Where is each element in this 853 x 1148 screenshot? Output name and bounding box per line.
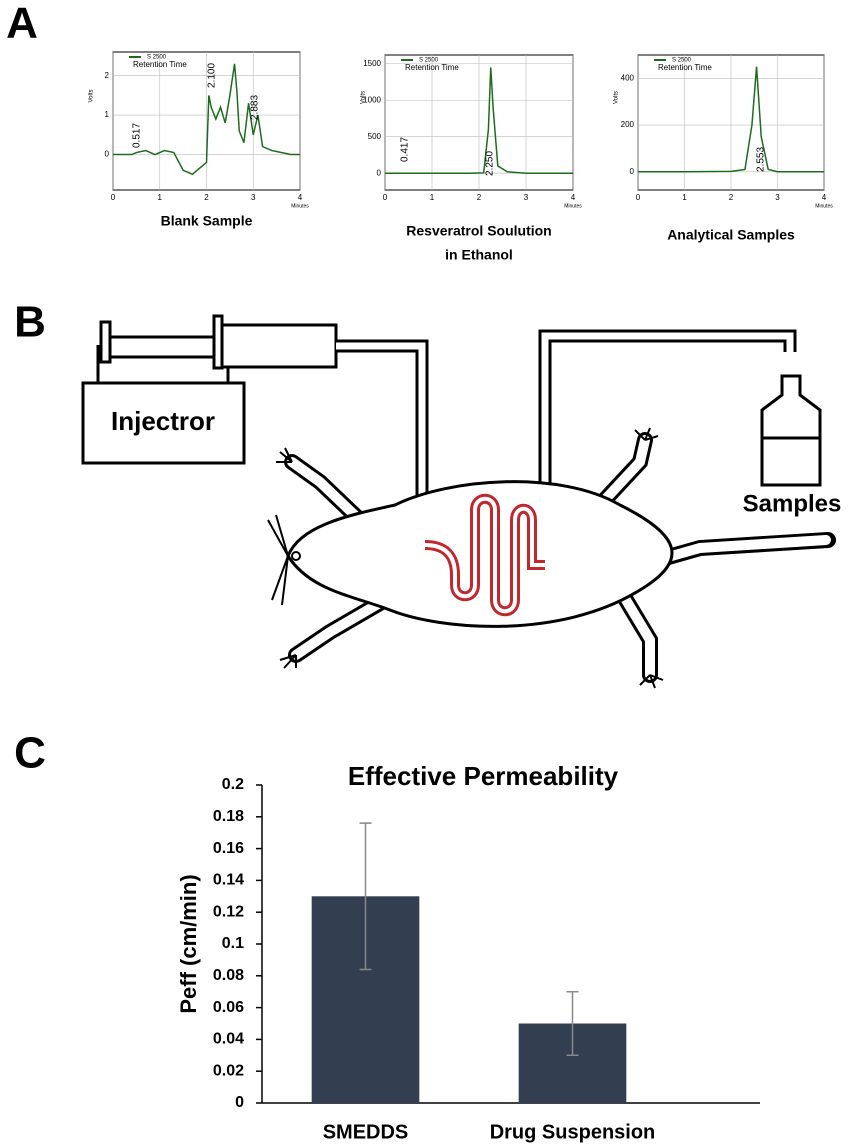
peak-annotation: 2.250 [485,151,496,176]
x-tick-label: 2 [729,193,734,202]
panel-label: C [14,729,46,778]
barrel [220,323,338,369]
y-tick-label: 200 [621,120,635,129]
x-tick-label: 2 [477,193,482,202]
chart-caption: in Ethanol [445,247,513,263]
x-tick-label: 0 [383,193,388,202]
x-tick-label: 3 [524,193,529,202]
y-tick-label: 0.02 [213,1062,244,1079]
peak-annotation: 2.883 [250,95,261,120]
intestine [424,496,545,614]
peak-annotation: 2.553 [756,147,767,172]
x-axis-label: Minutes [815,203,833,209]
chart-caption: Resveratrol Soulution [406,223,551,239]
plunger-rod [108,335,216,359]
y-axis-label: Peff (cm/min) [176,874,201,1013]
y-tick-label: 0.04 [213,1031,244,1048]
y-tick-label: 500 [368,132,382,141]
panel-label: B [14,298,46,347]
x-axis-label: Minutes [291,203,309,209]
x-tick-label: 1 [682,193,687,202]
panel-label: A [6,0,38,48]
x-tick-label: 3 [775,193,780,202]
peak-annotation: 0.417 [400,137,411,162]
x-tick-label: 4 [822,193,827,202]
legend-label: S 2500 [147,55,167,61]
peak-annotation: 2.100 [207,63,218,88]
y-tick-label: 0 [377,168,382,177]
x-axis-label: Minutes [564,203,582,209]
y-tick-label: 2 [105,71,110,80]
injector-box [81,381,246,465]
chart-title: Effective Permeability [348,761,619,791]
y-tick-label: 0.08 [213,967,244,984]
y-tick-label: 0.2 [222,776,244,793]
data-line [113,63,300,176]
y-tick-label: 400 [621,73,635,82]
y-tick-label: 1000 [363,95,381,104]
error-bar [359,822,372,971]
x-tick-label: SMEDDS [323,1121,409,1143]
x-tick-label: 4 [298,193,303,202]
x-tick-label: 3 [251,193,256,202]
paws [267,427,664,689]
samples-label: Samples [743,490,842,517]
x-tick-label: 4 [571,193,576,202]
x-tick-label: 2 [204,193,209,202]
y-tick-label: 1500 [363,59,381,68]
peak-annotation: 0.517 [132,123,143,148]
y-tick-label: 1 [105,110,110,119]
data-line [385,67,573,174]
injector-label: Injectror [111,406,215,436]
y-tick-label: 0 [235,1094,244,1111]
x-tick-label: 0 [111,193,116,202]
legend-subtitle: Retention Time [405,63,459,72]
x-tick-label: 1 [158,193,163,202]
legend-subtitle: Retention Time [133,60,187,69]
y-tick-label: 0.14 [213,872,244,889]
legend-label: S 2500 [419,58,439,64]
y-axis-label: Volts [361,91,367,104]
chart-caption: Blank Sample [161,213,253,229]
legend-subtitle: Retention Time [658,63,712,72]
y-tick-label: 0 [630,167,635,176]
eye [291,551,301,561]
perfusion-diagram [81,314,836,689]
legend-label: S 2500 [672,58,692,64]
y-tick-label: 0.06 [213,999,244,1016]
x-tick-label: Drug Suspension [490,1121,656,1143]
y-tick-label: 0.16 [213,840,244,857]
y-tick-label: 0.12 [213,903,244,920]
y-axis-label: Volts [614,91,620,104]
y-axis-label: Volts [89,89,95,102]
chart-caption: Analytical Samples [667,227,795,243]
y-tick-label: 0 [105,150,110,159]
bottle [760,374,822,487]
x-tick-label: 0 [636,193,641,202]
data-line [638,66,824,173]
y-tick-label: 0.1 [222,935,244,952]
y-tick-label: 0.18 [213,808,244,825]
error-bar [566,990,579,1057]
x-tick-label: 1 [430,193,435,202]
